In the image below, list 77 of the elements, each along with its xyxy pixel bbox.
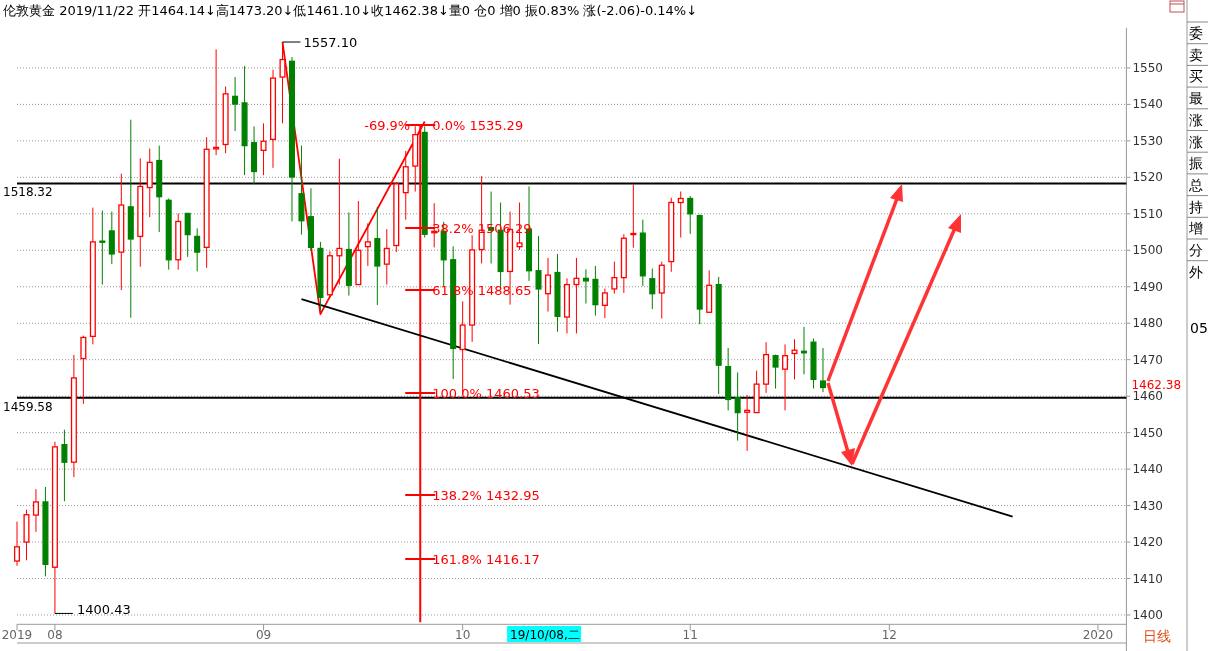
candlestick <box>51 441 58 614</box>
candlestick <box>563 277 570 334</box>
y-tick-label: 1510 <box>1132 206 1163 221</box>
x-tick-label: 11 <box>682 628 698 642</box>
x-tick-label: 2019 <box>1 628 33 642</box>
y-tick-label: 1410 <box>1132 571 1163 586</box>
annotation: 1400.43 <box>76 602 131 618</box>
y-tick-label: 1480 <box>1132 316 1163 331</box>
text: 增 <box>1188 220 1203 237</box>
y-tick-label: 1490 <box>1132 279 1163 294</box>
candlestick <box>108 211 115 265</box>
candlestick <box>13 521 21 567</box>
text: 19/10/08,二 <box>510 628 580 642</box>
candlestick <box>137 157 144 268</box>
candlestick <box>118 173 125 291</box>
annotation: 0.0% 1535.29 <box>432 118 524 133</box>
candlestick <box>32 488 39 533</box>
y-tick-label: 1420 <box>1132 535 1163 550</box>
candlestick <box>601 288 608 319</box>
candlestick <box>782 343 789 411</box>
candlestick <box>213 48 220 156</box>
text: 卖 <box>1189 46 1203 63</box>
y-tick-label: 1520 <box>1132 170 1163 185</box>
y-tick-label: 1430 <box>1132 498 1163 513</box>
text: 委 <box>1189 25 1203 41</box>
x-tick-label: 2020 <box>1082 628 1114 642</box>
y-tick-label: 1460 <box>1132 389 1163 404</box>
text: 05 <box>1190 320 1208 336</box>
annotation: -69.9% <box>364 118 411 133</box>
candlestick <box>763 341 770 394</box>
y-tick-label: 1470 <box>1132 352 1163 367</box>
y-tick-label: 1450 <box>1132 425 1163 440</box>
candlestick <box>336 158 343 286</box>
x-tick-label: 12 <box>881 628 897 642</box>
y-tick-label: 1400 <box>1132 608 1163 623</box>
text: 买 <box>1189 68 1203 85</box>
candlestick <box>270 69 277 169</box>
candlestick <box>630 183 637 249</box>
candlestick <box>260 122 267 176</box>
text: 振 <box>1189 155 1203 172</box>
candlestick <box>89 207 96 345</box>
annotation: 138.2% 1432.95 <box>432 488 540 503</box>
text: 涨 <box>1189 111 1203 128</box>
x-tick-label: 08 <box>47 628 63 642</box>
candlestick <box>791 338 798 380</box>
candlestick <box>383 228 390 286</box>
text: 日线 <box>1143 628 1171 644</box>
candlestick <box>364 222 371 267</box>
text: 分 <box>1189 242 1203 258</box>
candlestick <box>573 257 580 334</box>
candlestick <box>535 235 542 345</box>
candlestick <box>203 136 210 269</box>
ref-line-label: 1459.58 <box>3 399 53 414</box>
candlestick <box>146 148 153 218</box>
candlestick <box>544 257 552 313</box>
candlestick <box>175 212 182 271</box>
annotation: 161.8% 1416.17 <box>432 552 540 567</box>
y-tick-label: 1540 <box>1132 97 1163 112</box>
text: 总 <box>1188 176 1203 193</box>
ref-line-label: 1518.32 <box>3 185 53 200</box>
text: 持 <box>1189 198 1203 215</box>
y-tick-label: 1500 <box>1132 243 1163 258</box>
x-tick-label: 10 <box>455 628 471 642</box>
annotation: 1557.10 <box>303 35 358 51</box>
candlestick <box>402 150 409 221</box>
candlestick <box>620 233 627 294</box>
candlestick <box>70 354 77 478</box>
x-tick-label: 09 <box>255 628 272 642</box>
y-tick-label: 1530 <box>1132 133 1163 148</box>
y-tick-label: 1550 <box>1132 60 1163 75</box>
chart-title: 伦敦黄金 2019/11/22 开1464.14↓高1473.20↓低1461.10↓收1462.38↓量0 仓0 增0 振0.83% 涨(-2.06)-0.14%↓ <box>3 3 698 18</box>
y-tick-label: 1440 <box>1132 462 1163 477</box>
candlestick <box>326 250 333 298</box>
text: 外 <box>1189 263 1203 280</box>
text: 最 <box>1189 90 1203 107</box>
candlestick <box>744 394 751 452</box>
text: 涨 <box>1189 133 1203 150</box>
